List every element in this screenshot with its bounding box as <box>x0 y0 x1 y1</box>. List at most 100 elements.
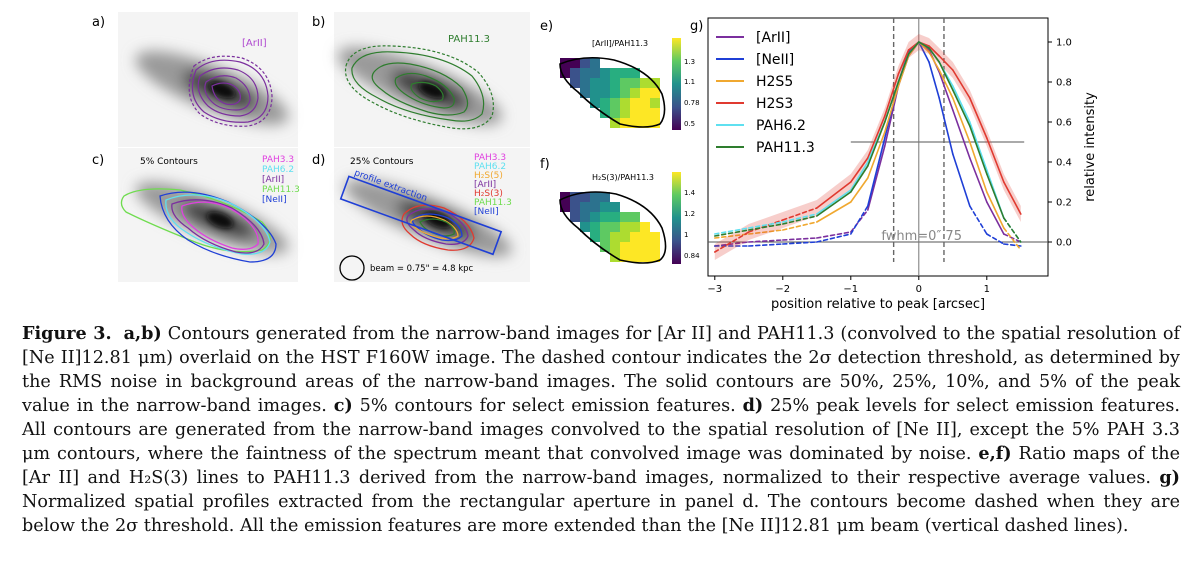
ratio-pixel <box>600 212 610 222</box>
series-segment-NeII <box>928 61 941 99</box>
ratio-pixel <box>570 68 580 78</box>
ratio-pixel <box>590 58 600 68</box>
panel-a: a) [ArII] <box>92 12 298 147</box>
caption-label-ab: a,b) <box>123 323 162 344</box>
cbar-e-tick: 1.3 <box>684 58 695 66</box>
ratio-pixel <box>600 222 610 232</box>
y-axis-label: relative intensity <box>1083 92 1098 202</box>
ratio-pixel <box>610 232 620 242</box>
ratio-pixel <box>630 242 640 252</box>
y-tick-label: 0.8 <box>1056 78 1072 89</box>
figure-3: a) [ArII] b) PAH11.3 <box>92 12 1098 312</box>
legend-c-arii: [ArII] <box>262 175 284 185</box>
ratio-map-e <box>560 58 660 128</box>
panel-d-legend: PAH3.3 PAH6.2 H₂S(5) [ArII] H₂S(3) PAH11… <box>474 153 512 217</box>
colorbar-f <box>672 172 681 264</box>
ratio-pixel <box>640 252 650 262</box>
series-segment-H2S5 <box>1002 227 1022 251</box>
ratio-pixel <box>630 222 640 232</box>
ratio-pixel <box>610 242 620 252</box>
series-segment-H2S3 <box>883 73 900 117</box>
legend-c-pah33: PAH3.3 <box>262 155 294 165</box>
panel-f: f) H₂S(3)/PAH11.3 1.4 1.2 1 0.84 <box>540 157 700 264</box>
ratio-pixel <box>620 118 630 128</box>
series-segment-PAH11.3 <box>917 41 930 49</box>
ratio-pixel <box>620 78 630 88</box>
series-segment-PAH11.3 <box>928 47 941 63</box>
ratio-pixel <box>600 68 610 78</box>
ratio-pixel <box>610 118 620 128</box>
series-segment-NeII <box>781 241 818 245</box>
ratio-pixel <box>650 118 660 128</box>
legend-c-neii: [NeII] <box>262 195 287 205</box>
series-segment-PAH6.2 <box>815 189 852 215</box>
ratio-pixel <box>570 58 580 68</box>
caption-label-d: d) <box>742 395 764 416</box>
legend-d-pah113: PAH11.3 <box>474 198 512 208</box>
x-tick-label: 1 <box>984 284 990 295</box>
ratio-pixel <box>630 108 640 118</box>
caption-text-g: Normalized spatial profiles extracted fr… <box>22 492 1180 536</box>
series-segment-H2S3 <box>747 219 784 233</box>
ratio-pixel <box>600 108 610 118</box>
series-segment-PAH11.3 <box>897 53 910 83</box>
series-segment-H2S3 <box>968 97 988 139</box>
series-segment-ArII <box>968 157 988 203</box>
ratio-pixel <box>570 192 580 202</box>
series-segment-H2S3 <box>951 69 971 99</box>
panel-c: c) 5% Contours PAH3.3 PAH6.2 [ArII] PAH1… <box>92 148 300 282</box>
series-segment-H2S5 <box>849 177 869 203</box>
ratio-pixel <box>640 242 650 252</box>
ratio-pixel <box>610 212 620 222</box>
panel-a-label: a) <box>92 15 105 30</box>
series-segment-H2S3 <box>713 231 750 253</box>
ratio-pixel <box>570 202 580 212</box>
panel-d: d) profile extraction 25% Contours PAH3.… <box>312 148 530 282</box>
ratio-pixel <box>590 202 600 212</box>
panel-e-title: [ArII]/PAH11.3 <box>592 39 648 48</box>
panel-g: g) −3 −2 −1 0 1 0.0 0.2 0.4 0.6 0.8 1.0 [ArII] [NeII… <box>690 17 1098 312</box>
ratio-pixel <box>610 98 620 108</box>
ratio-pixel <box>580 58 590 68</box>
ratio-pixel <box>620 88 630 98</box>
legend-c-pah113: PAH11.3 <box>262 185 300 195</box>
ratio-pixel <box>620 252 630 262</box>
cbar-f-tick: 0.84 <box>684 252 700 260</box>
ratio-pixel <box>620 68 630 78</box>
panel-f-label: f) <box>540 157 550 172</box>
legend-label-ArII: [ArII] <box>756 30 791 46</box>
y-tick-label: 0.4 <box>1056 158 1072 169</box>
series-segment-H2S5 <box>985 191 1005 229</box>
series-segment-H2S5 <box>866 131 886 179</box>
ratio-pixel <box>590 232 600 242</box>
panel-b-label: b) <box>312 15 325 30</box>
ratio-pixel <box>610 78 620 88</box>
series-segment-H2S3 <box>781 207 818 221</box>
series-segment-H2S3 <box>938 55 954 71</box>
ratio-pixel <box>650 242 660 252</box>
legend-label-PAH11.3: PAH11.3 <box>756 140 815 156</box>
cbar-f-tick: 1.2 <box>684 210 695 218</box>
ratio-pixel <box>580 202 590 212</box>
series-segment-NeII <box>968 205 988 235</box>
caption-text-d: 25% peak levels for select emission feat… <box>22 396 1180 464</box>
ratio-pixel <box>620 212 630 222</box>
legend-label-NeII: [NeII] <box>756 52 794 68</box>
series-segment-PAH11.3 <box>815 191 852 217</box>
plot-frame <box>707 17 1049 277</box>
legend-d-h2s5: H₂S(5) <box>474 171 503 181</box>
panel-f-title: H₂S(3)/PAH11.3 <box>592 173 654 182</box>
series-segment-PAH6.2 <box>747 221 784 229</box>
ratio-pixel <box>630 78 640 88</box>
y-tick-label: 0.6 <box>1056 118 1072 129</box>
series-segment-H2S3 <box>849 157 869 183</box>
legend-d-arii: [ArII] <box>474 180 496 190</box>
ratio-pixel <box>580 68 590 78</box>
ratio-pixel <box>640 232 650 242</box>
series-segment-ArII <box>781 237 818 241</box>
colorbar-f-ticks: 1.4 1.2 1 0.84 <box>684 189 700 260</box>
beam-label: beam = 0.75" = 4.8 kpc <box>370 264 474 274</box>
ratio-pixel <box>620 232 630 242</box>
series-segment-PAH11.3 <box>781 215 818 225</box>
cbar-e-tick: 0.5 <box>684 120 695 128</box>
